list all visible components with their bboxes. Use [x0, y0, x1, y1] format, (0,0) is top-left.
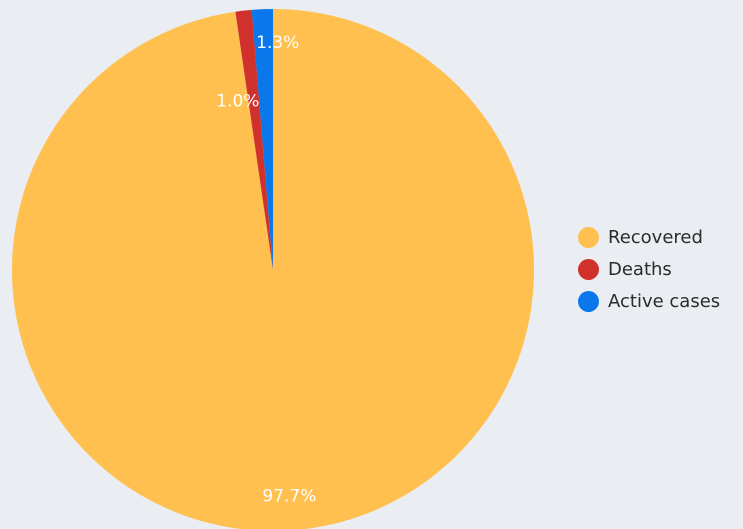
legend-label-active-cases: Active cases — [608, 290, 721, 312]
legend-swatch-recovered — [578, 226, 599, 248]
legend-swatch-deaths — [578, 258, 599, 280]
pie-slice-recovered[interactable] — [12, 9, 534, 529]
legend-item-active-cases[interactable]: Active cases — [578, 289, 720, 313]
slice-label-deaths: 1.0% — [216, 91, 259, 111]
legend-label-recovered: Recovered — [608, 226, 703, 248]
legend: Recovered Deaths Active cases — [578, 225, 720, 321]
legend-label-deaths: Deaths — [608, 258, 672, 280]
legend-item-recovered[interactable]: Recovered — [578, 225, 720, 249]
pie-slice-deaths[interactable] — [235, 9, 273, 271]
pie-slice-active-cases[interactable] — [251, 9, 273, 270]
legend-item-deaths[interactable]: Deaths — [578, 257, 720, 281]
legend-swatch-active-cases — [578, 290, 599, 312]
slice-label-active-cases: 1.3% — [256, 33, 299, 53]
slice-label-recovered: 97.7% — [262, 486, 316, 506]
